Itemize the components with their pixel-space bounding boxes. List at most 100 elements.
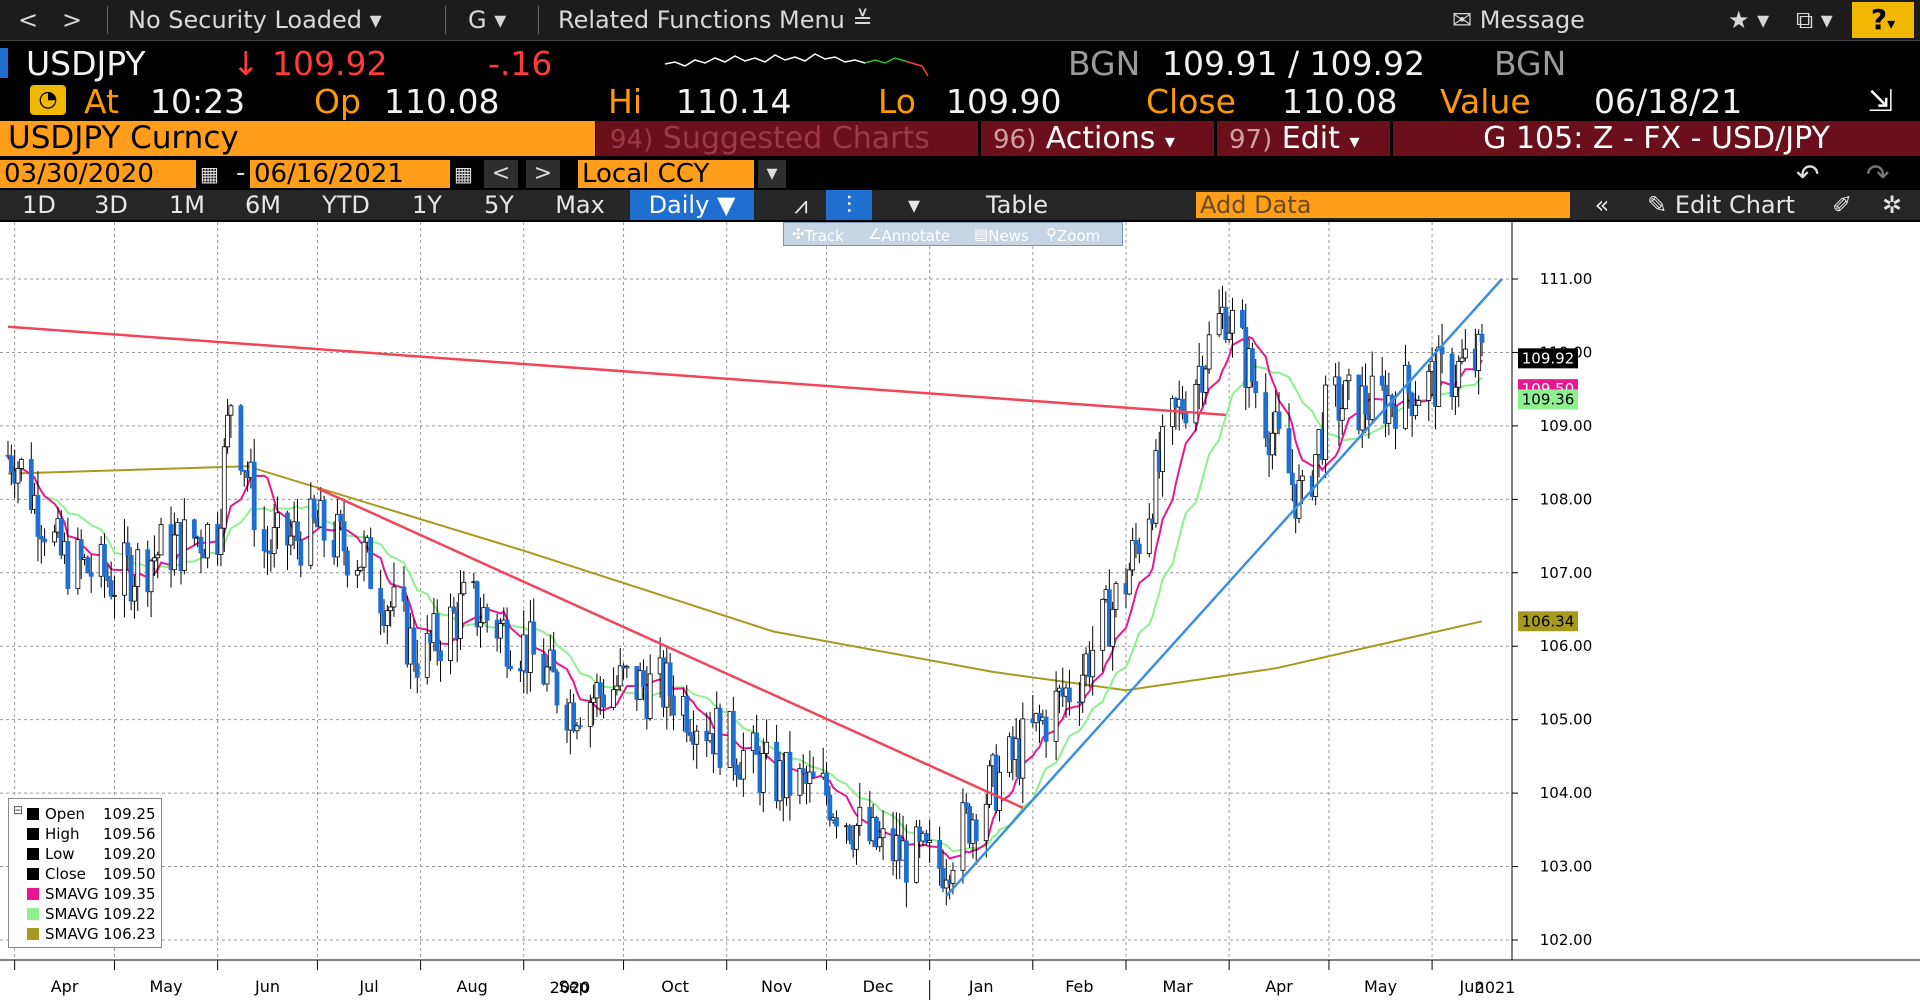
legend-swatch xyxy=(27,808,39,820)
x-tick-label: Mar xyxy=(1162,977,1193,996)
help-button[interactable]: ?▾ xyxy=(1852,2,1914,38)
candle-body xyxy=(667,662,673,697)
candle-body xyxy=(671,695,676,716)
message-button[interactable]: ✉ Message xyxy=(1452,6,1585,34)
candle-body xyxy=(601,694,606,708)
candle-body xyxy=(1020,718,1026,779)
double-chevron-down-icon: ≚ xyxy=(852,6,873,34)
candle-body xyxy=(800,768,806,774)
currency-dropdown[interactable]: Local CCY xyxy=(578,160,754,188)
period-1y[interactable]: 1Y xyxy=(412,191,442,219)
candle-body xyxy=(238,405,244,471)
trendline[interactable] xyxy=(316,487,1024,809)
security-dropdown[interactable]: No Security Loaded ▾ xyxy=(128,6,382,34)
edit-settings-icon[interactable]: ✐ xyxy=(1831,191,1853,219)
end-date-field[interactable]: 06/16/2021 xyxy=(250,160,450,188)
gauge-icon[interactable]: ◔ xyxy=(30,85,66,115)
period-1m[interactable]: 1M xyxy=(169,191,205,219)
next-period-button[interactable]: > xyxy=(526,160,560,188)
year-label: 2020 xyxy=(550,978,591,997)
actions-menu[interactable]: 96) Actions ▾ xyxy=(981,121,1214,156)
candle-body xyxy=(1203,368,1209,393)
add-data-field[interactable]: Add Data xyxy=(1196,192,1570,218)
back-button[interactable]: < xyxy=(18,6,39,34)
calendar-icon[interactable]: ▦ xyxy=(454,162,473,186)
chart-legend: ⊟ Open 109.25 High 109.56 Low 109.20 Close 1… xyxy=(8,798,162,948)
period-5y[interactable]: 5Y xyxy=(484,191,514,219)
actions-number: 96) xyxy=(993,125,1037,155)
gear-icon[interactable]: ✲ xyxy=(1881,191,1903,219)
collapse-legend-icon[interactable]: ⊟ xyxy=(13,803,24,817)
candle-body xyxy=(1286,428,1292,474)
candle-body xyxy=(1136,543,1142,554)
legend-value: 109.56 xyxy=(103,825,156,843)
candle-body xyxy=(338,513,344,522)
candle-body xyxy=(1250,348,1255,382)
candle-body xyxy=(308,498,314,566)
candle-body xyxy=(937,840,943,869)
previous-period-button[interactable]: < xyxy=(484,160,518,188)
legend-value: 109.20 xyxy=(103,845,156,863)
sparkline xyxy=(664,53,929,77)
trendline[interactable] xyxy=(7,325,1226,417)
undo-icon[interactable]: ↶ xyxy=(1796,158,1820,191)
collapse-icon[interactable]: « xyxy=(1594,191,1610,219)
candle-body xyxy=(943,879,949,889)
candle-body xyxy=(1110,608,1116,647)
export-icon[interactable]: ⇲ xyxy=(1868,84,1894,119)
last-value-label: 109.36 xyxy=(1522,390,1575,408)
news-button[interactable]: ▤ News xyxy=(974,225,1029,245)
candle-body xyxy=(228,405,234,416)
related-functions-menu[interactable]: Related Functions Menu ≚ xyxy=(558,6,873,34)
security-field[interactable]: USDJPY Curncy xyxy=(0,121,595,156)
candle-body xyxy=(344,550,350,576)
trendline[interactable] xyxy=(945,278,1503,897)
chevron-down-icon[interactable]: ▾ xyxy=(758,160,786,188)
annotate-button[interactable]: ∠ Annotate xyxy=(868,225,951,245)
legend-label: Low xyxy=(45,845,75,863)
candle-body xyxy=(960,802,966,871)
redo-icon[interactable]: ↷ xyxy=(1866,158,1890,191)
period-max[interactable]: Max xyxy=(555,191,605,219)
g-dropdown[interactable]: G ▾ xyxy=(468,6,506,34)
track-button[interactable]: ✣ Track xyxy=(792,225,844,245)
zoom-button[interactable]: ⚲ Zoom xyxy=(1046,225,1101,245)
candle-body xyxy=(1403,364,1408,429)
start-date-field[interactable]: 03/30/2020 xyxy=(0,160,196,188)
y-tick-label: 109.00 xyxy=(1540,417,1593,435)
candle-body xyxy=(321,500,327,541)
calendar-icon[interactable]: ▦ xyxy=(200,162,219,186)
actions-label: Actions xyxy=(1045,121,1156,156)
line-chart-icon[interactable]: ⩘ xyxy=(794,191,808,219)
x-tick-label: Aug xyxy=(457,977,488,996)
forward-button[interactable]: > xyxy=(62,6,83,34)
edit-menu[interactable]: 97) Edit ▾ xyxy=(1217,121,1390,156)
price-chart[interactable]: 111.00110.00109.00108.00107.00106.00105.… xyxy=(0,222,1920,1004)
last-value-label: 109.92 xyxy=(1522,349,1575,367)
candle-body xyxy=(1130,540,1136,571)
candle-body xyxy=(1413,404,1418,417)
edit-chart-button[interactable]: ✎ Edit Chart xyxy=(1636,190,1806,220)
period-1d[interactable]: 1D xyxy=(22,191,56,219)
suggested-label: Suggested Charts xyxy=(662,121,930,156)
candle-body xyxy=(298,540,304,566)
legend-label: SMAVG xyxy=(45,885,99,903)
favorites-button[interactable]: ★ ▾ xyxy=(1728,6,1769,34)
candle-body xyxy=(38,536,44,540)
frequency-dropdown[interactable]: Daily ▼ xyxy=(630,190,754,220)
period-6m[interactable]: 6M xyxy=(245,191,281,219)
window-menu-button[interactable]: ⧉ ▾ xyxy=(1796,6,1833,34)
suggested-charts-button[interactable]: 94) Suggested Charts xyxy=(596,121,978,156)
candlestick-icon[interactable]: ⫶ xyxy=(826,190,872,220)
x-tick-label: Sep xyxy=(559,977,589,996)
x-tick-label: Feb xyxy=(1065,977,1093,996)
period-3d[interactable]: 3D xyxy=(94,191,128,219)
candle-body xyxy=(734,764,740,776)
chevron-down-icon[interactable]: ▾ xyxy=(907,191,921,219)
chevron-down-icon: ▾ xyxy=(1757,6,1770,34)
y-tick-label: 105.00 xyxy=(1540,711,1593,729)
table-button[interactable]: Table xyxy=(985,191,1049,219)
candle-body xyxy=(18,459,24,469)
star-icon: ★ xyxy=(1728,6,1750,34)
period-ytd[interactable]: YTD xyxy=(322,191,370,219)
